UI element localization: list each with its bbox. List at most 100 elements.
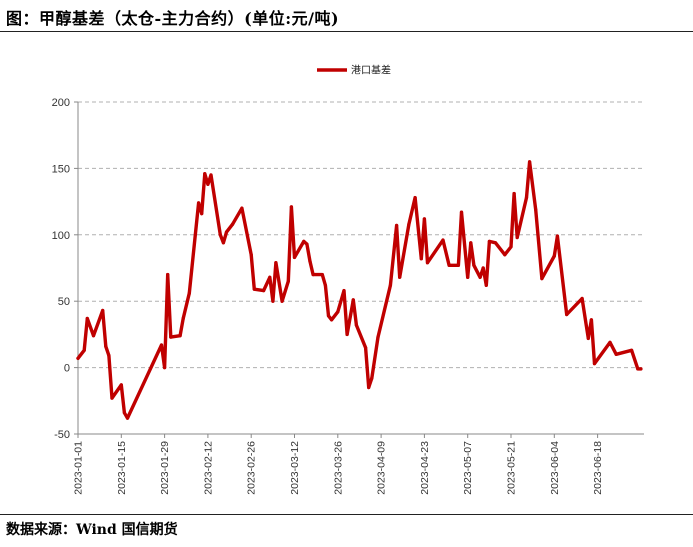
data-point bbox=[459, 210, 464, 214]
data-point bbox=[249, 253, 253, 257]
data-point bbox=[370, 376, 374, 380]
data-point bbox=[85, 316, 89, 321]
data-point bbox=[76, 356, 80, 360]
data-point bbox=[280, 299, 284, 303]
data-point bbox=[292, 255, 297, 259]
y-tick-label: 200 bbox=[52, 97, 70, 109]
data-point bbox=[478, 275, 482, 279]
data-point bbox=[509, 245, 513, 249]
data-point bbox=[169, 335, 173, 339]
data-point bbox=[481, 266, 485, 270]
title-rule bbox=[0, 31, 693, 32]
source-rule bbox=[0, 514, 693, 515]
x-tick-label: 2023-02-26 bbox=[246, 441, 258, 495]
data-point bbox=[469, 241, 473, 245]
data-point bbox=[407, 222, 411, 226]
data-point bbox=[302, 239, 306, 243]
data-point bbox=[104, 344, 108, 348]
x-tick-label: 2023-06-18 bbox=[592, 441, 604, 495]
grid-layer bbox=[78, 101, 644, 435]
data-point bbox=[107, 354, 111, 358]
data-point bbox=[376, 335, 380, 339]
data-point bbox=[119, 383, 123, 387]
data-point bbox=[110, 396, 114, 400]
data-point bbox=[589, 318, 594, 322]
data-point bbox=[320, 273, 324, 277]
data-point bbox=[425, 261, 430, 265]
data-point bbox=[342, 289, 346, 293]
data-point bbox=[187, 291, 191, 295]
data-point bbox=[308, 259, 312, 263]
data-point bbox=[221, 241, 225, 245]
data-point bbox=[512, 192, 516, 196]
data-point bbox=[200, 212, 204, 216]
data-point bbox=[419, 257, 423, 261]
chart-title: 图：甲醇基差（太仓-主力合约）(单位:元/吨) bbox=[6, 9, 340, 28]
axis-layer: -50 0 50 100 150 200 2023-01-01 2023-01-15 2023-… bbox=[52, 97, 644, 495]
data-point bbox=[586, 336, 590, 340]
series-line-0 bbox=[76, 160, 643, 420]
data-point bbox=[181, 316, 185, 321]
data-point bbox=[91, 334, 96, 338]
data-point bbox=[209, 173, 213, 177]
source-note: 数据来源：Wind 国信期货 bbox=[6, 522, 178, 538]
data-point bbox=[218, 233, 222, 237]
data-point bbox=[592, 362, 597, 366]
data-point bbox=[447, 263, 451, 267]
data-point bbox=[552, 254, 556, 258]
data-point bbox=[515, 235, 519, 240]
data-point bbox=[326, 314, 331, 318]
data-point bbox=[608, 340, 612, 344]
data-point bbox=[503, 253, 507, 257]
data-point bbox=[422, 217, 426, 221]
data-point bbox=[555, 234, 560, 238]
y-tick-label: 50 bbox=[58, 296, 70, 308]
data-point bbox=[166, 273, 170, 277]
data-point bbox=[203, 172, 207, 176]
data-point bbox=[351, 298, 355, 302]
data-point bbox=[252, 287, 256, 291]
data-point bbox=[224, 230, 229, 234]
x-tick-label: 2023-03-26 bbox=[332, 441, 344, 495]
x-tick-label: 2023-01-01 bbox=[73, 441, 85, 495]
data-point bbox=[323, 283, 327, 287]
data-point bbox=[271, 299, 275, 303]
data-point bbox=[484, 283, 488, 287]
x-tick-label: 2023-03-12 bbox=[289, 441, 301, 495]
data-point bbox=[82, 348, 86, 352]
data-point bbox=[639, 367, 643, 371]
data-point bbox=[262, 289, 266, 293]
data-point bbox=[388, 283, 392, 287]
data-point bbox=[268, 275, 272, 279]
data-point bbox=[122, 411, 126, 415]
x-tick-label: 2023-04-23 bbox=[419, 441, 431, 495]
x-tick-label: 2023-05-07 bbox=[462, 441, 474, 495]
data-point bbox=[274, 261, 278, 265]
x-tick-label: 2023-06-04 bbox=[549, 441, 561, 495]
data-point bbox=[614, 352, 618, 356]
data-point bbox=[289, 205, 293, 209]
x-tick-label: 2023-01-29 bbox=[159, 441, 171, 495]
y-tick-label: 150 bbox=[52, 163, 70, 175]
data-point bbox=[528, 160, 532, 164]
data-point bbox=[540, 277, 544, 281]
data-point bbox=[206, 182, 210, 186]
data-point bbox=[240, 206, 244, 210]
data-point bbox=[159, 343, 164, 347]
data-point bbox=[336, 310, 340, 314]
data-point bbox=[472, 263, 476, 267]
y-tick-label: 0 bbox=[64, 363, 70, 375]
data-point bbox=[636, 367, 640, 371]
data-point bbox=[534, 208, 538, 212]
data-point bbox=[395, 223, 399, 228]
data-point bbox=[311, 273, 315, 277]
y-tick-label: -50 bbox=[54, 429, 70, 441]
legend: 港口基差 bbox=[317, 64, 391, 77]
legend-label: 港口基差 bbox=[351, 64, 391, 77]
data-point bbox=[441, 238, 445, 242]
data-point bbox=[345, 332, 349, 336]
x-tick-label: 2023-02-12 bbox=[202, 441, 214, 495]
series-layer bbox=[76, 160, 643, 420]
data-point bbox=[364, 346, 368, 350]
